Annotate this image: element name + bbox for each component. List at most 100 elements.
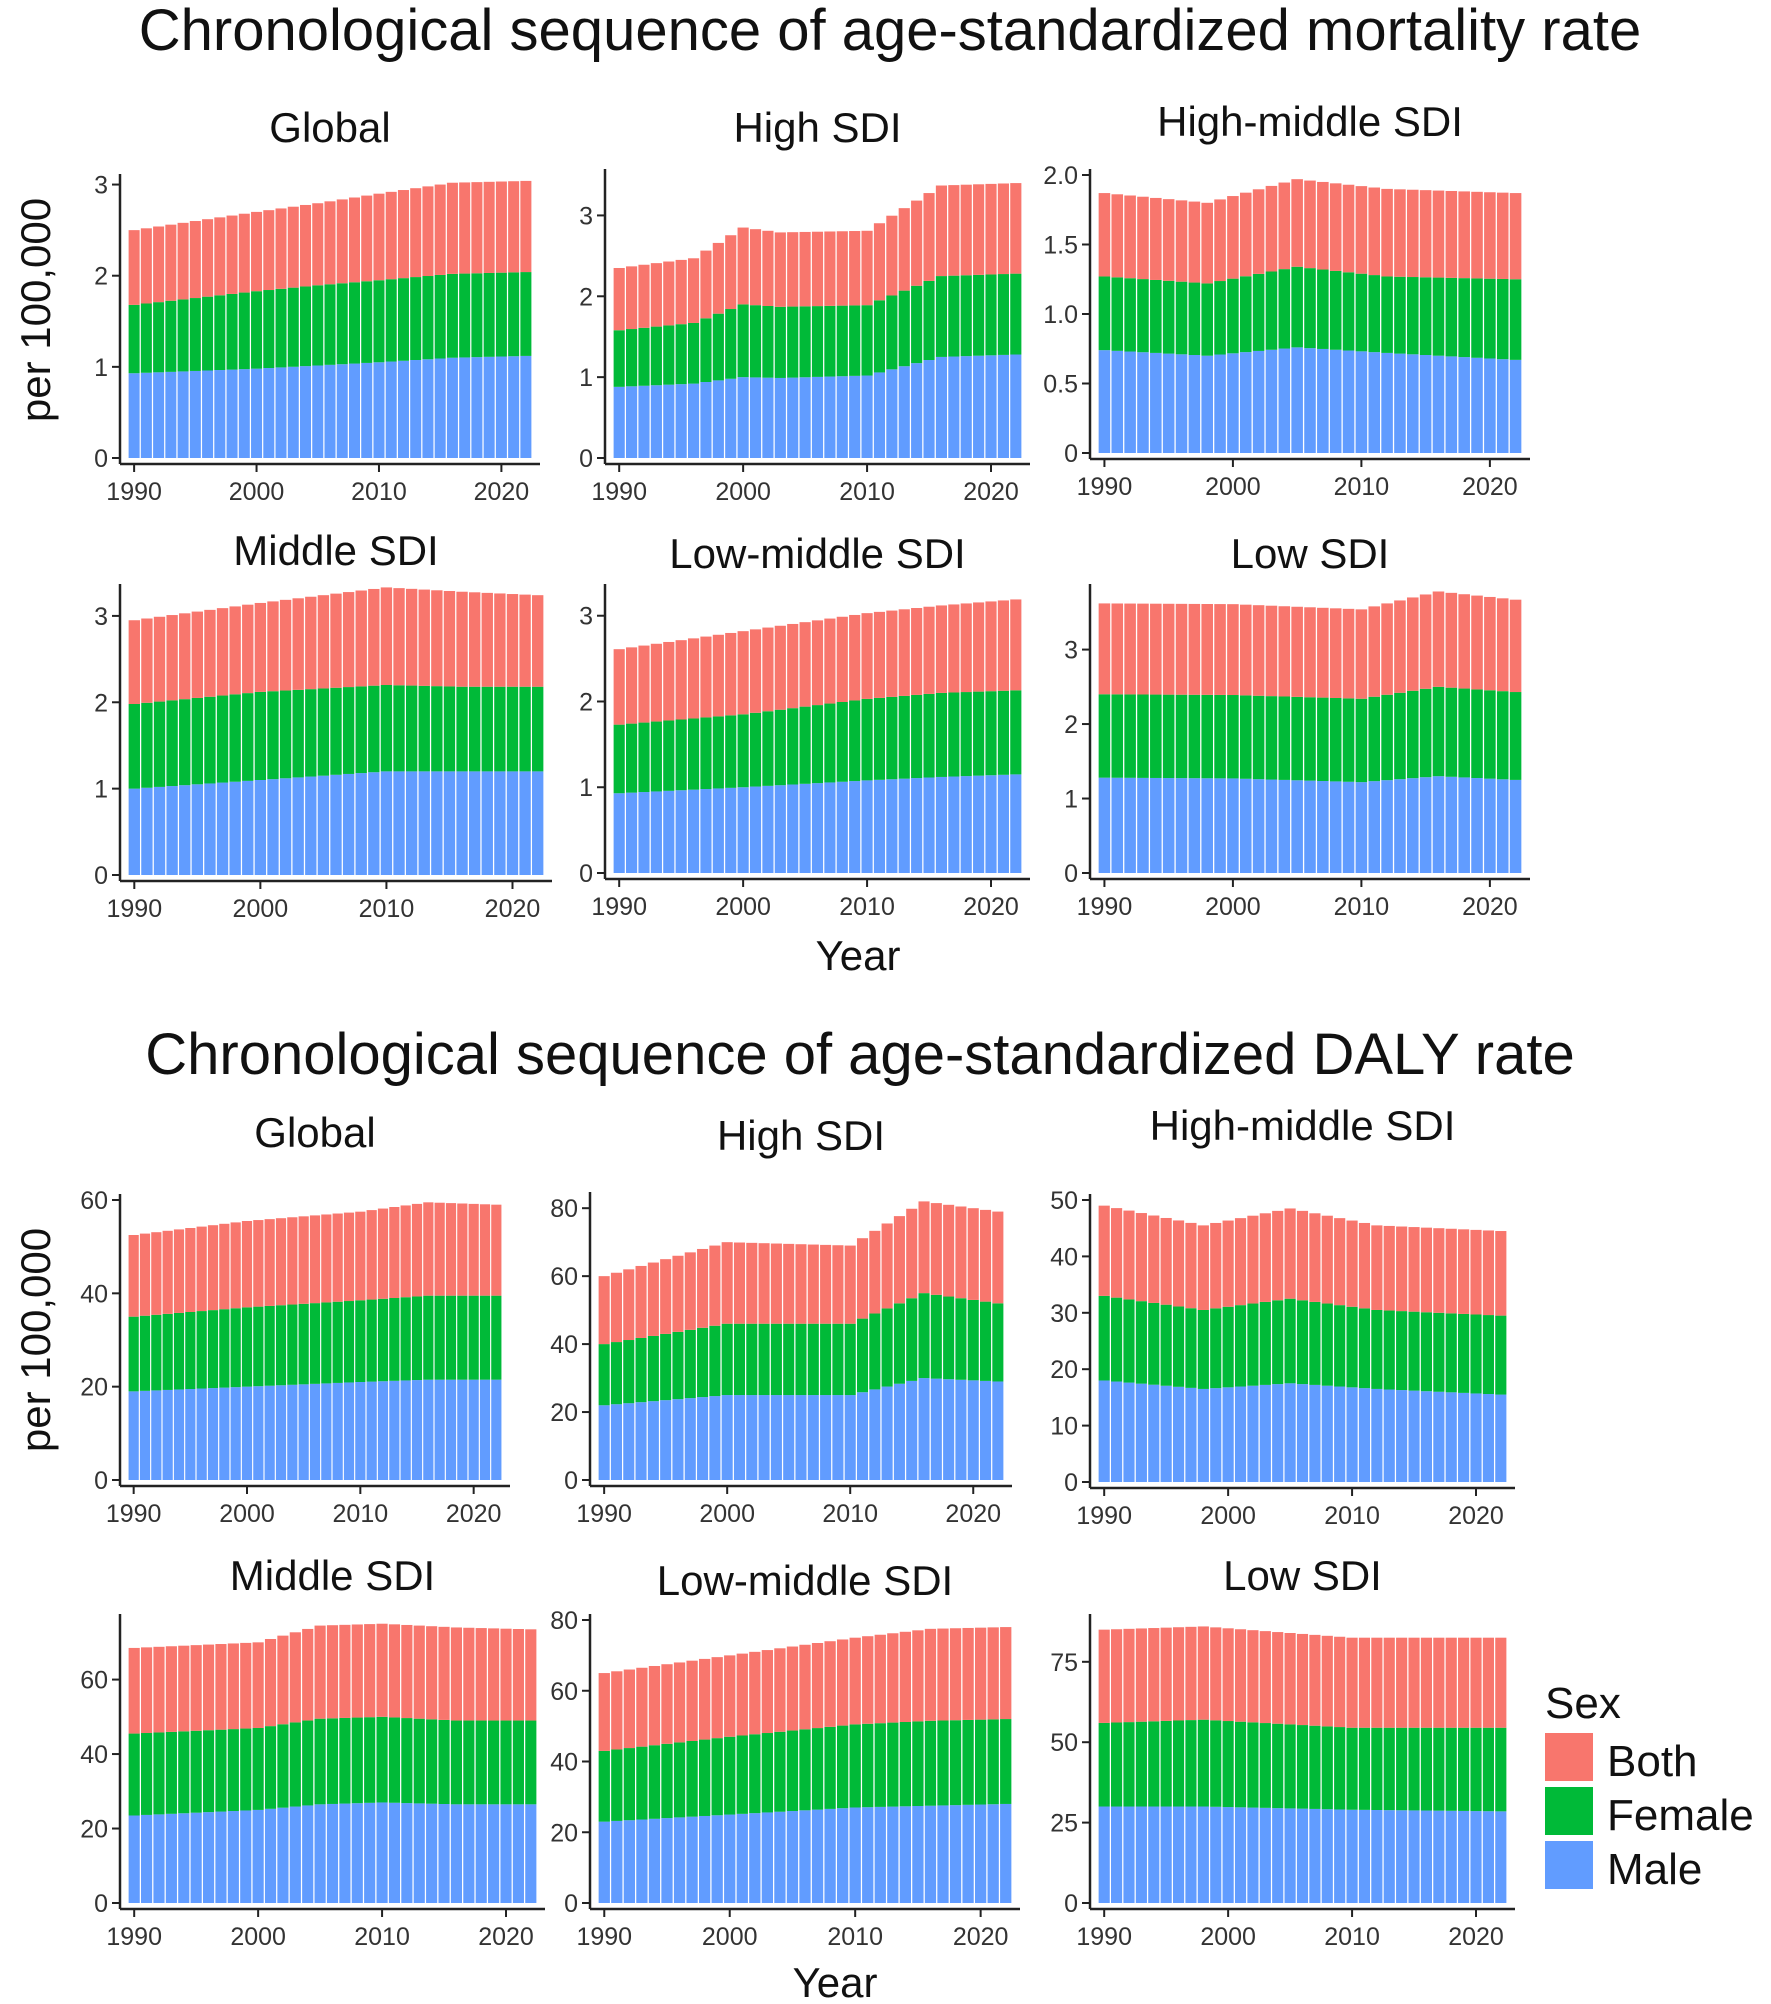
bar-both-1995 [660, 1259, 672, 1334]
y-tick-label: 3 [1064, 637, 1078, 665]
bar-female-2011 [366, 1299, 377, 1382]
bar-female-2020 [1484, 278, 1496, 359]
bar-female-2003 [758, 1323, 770, 1396]
y-tick-label: 2 [579, 688, 593, 716]
bar-both-2004 [300, 204, 312, 287]
bar-male-1996 [204, 783, 216, 875]
bar-male-2019 [488, 1804, 500, 1903]
bar-female-2018 [960, 275, 972, 357]
bar-female-1997 [1185, 1308, 1197, 1388]
bar-both-2020 [1470, 1229, 1482, 1315]
bar-both-2011 [1358, 1222, 1371, 1309]
bar-both-2002 [762, 627, 774, 712]
bar-female-1992 [153, 1732, 165, 1815]
bar-both-2009 [849, 614, 861, 701]
bar-both-2020 [985, 183, 997, 275]
bar-male-2022 [1495, 1394, 1507, 1482]
bar-male-2018 [1445, 1810, 1457, 1903]
y-tick-label: 0.5 [1043, 371, 1078, 399]
x-tick-label: 2010 [1324, 1502, 1380, 1530]
y-tick-label: 3 [579, 603, 593, 631]
bar-both-2011 [1358, 1637, 1371, 1728]
bar-male-2006 [811, 376, 824, 458]
bar-both-2013 [1394, 600, 1406, 693]
x-tick-label: 1990 [106, 1500, 162, 1528]
bar-female-2012 [1381, 694, 1393, 781]
bar-both-2016 [1432, 591, 1445, 687]
bar-both-2002 [749, 1651, 761, 1735]
bar-female-2012 [1381, 276, 1393, 353]
bar-both-2005 [1284, 1208, 1296, 1299]
bar-male-1990 [1098, 777, 1111, 873]
bar-male-2016 [1432, 355, 1445, 453]
bar-female-2013 [389, 1298, 400, 1381]
daly-panel-title-high-sdi: High SDI [717, 1112, 885, 1159]
bar-male-2007 [321, 1383, 332, 1480]
bar-both-2020 [500, 1628, 512, 1721]
bar-both-2022 [1010, 183, 1022, 274]
bar-male-1995 [661, 1818, 673, 1903]
bar-male-1996 [687, 383, 700, 458]
bar-male-2003 [289, 1806, 301, 1903]
bar-both-2003 [275, 1218, 287, 1306]
bar-both-1991 [1111, 603, 1124, 695]
bar-male-1997 [216, 782, 229, 875]
bar-male-2004 [300, 366, 312, 458]
y-tick-label: 0 [564, 1467, 578, 1495]
bar-male-2007 [811, 1809, 824, 1903]
bar-female-1993 [1137, 279, 1149, 353]
bar-male-1991 [1111, 777, 1124, 873]
bar-female-2017 [948, 692, 960, 777]
bar-both-2019 [1458, 1229, 1470, 1314]
bar-male-2009 [1334, 1386, 1346, 1482]
bar-male-2020 [506, 771, 519, 875]
bar-female-2004 [302, 1720, 314, 1806]
bar-male-2007 [807, 1395, 819, 1480]
bar-female-1991 [1111, 1722, 1123, 1807]
bar-male-2016 [1420, 1391, 1433, 1482]
bar-both-2012 [1381, 603, 1393, 695]
bar-male-1998 [1201, 355, 1213, 453]
y-tick-label: 0 [1064, 1890, 1078, 1918]
bar-male-2013 [898, 366, 910, 458]
bar-male-2019 [962, 1804, 974, 1903]
bar-male-2010 [1346, 1387, 1358, 1482]
bar-female-2017 [1445, 277, 1458, 357]
bar-both-2007 [321, 1214, 332, 1303]
bar-both-1997 [216, 608, 229, 696]
bar-both-2019 [962, 1627, 974, 1720]
bar-both-2015 [1419, 594, 1432, 689]
bar-male-2015 [1419, 777, 1432, 873]
bar-male-2009 [849, 375, 861, 458]
bar-male-2018 [949, 1805, 962, 1903]
bar-both-2003 [287, 206, 299, 288]
bar-male-2004 [1272, 1384, 1284, 1482]
bar-both-2021 [1496, 192, 1509, 279]
bar-both-2018 [1445, 1637, 1457, 1728]
bar-female-1992 [638, 722, 650, 793]
x-tick-label: 2000 [230, 1923, 286, 1951]
bar-female-2004 [774, 1731, 786, 1812]
bar-female-2007 [811, 1728, 824, 1810]
bar-both-2018 [471, 182, 483, 274]
bar-female-2018 [1458, 278, 1470, 358]
bar-male-2012 [397, 360, 409, 458]
bar-female-2007 [1317, 697, 1329, 782]
bar-both-2010 [1346, 1637, 1358, 1728]
bar-female-2015 [912, 1721, 924, 1807]
x-tick-label: 1990 [106, 895, 162, 923]
bar-both-1999 [242, 604, 254, 694]
bar-female-2015 [1408, 1727, 1420, 1811]
bar-both-1991 [1111, 194, 1124, 278]
bar-both-1993 [636, 1667, 648, 1747]
bar-female-1992 [151, 1314, 162, 1391]
bar-male-1995 [1160, 1806, 1172, 1903]
bar-male-1999 [1214, 354, 1226, 453]
bar-male-2021 [980, 1380, 992, 1480]
bar-both-2020 [974, 1627, 987, 1720]
bar-female-2010 [861, 698, 873, 781]
bar-male-2005 [799, 783, 811, 873]
bar-male-1991 [141, 1814, 153, 1903]
bar-both-2000 [1222, 1220, 1234, 1307]
bar-male-2016 [1420, 1810, 1433, 1903]
